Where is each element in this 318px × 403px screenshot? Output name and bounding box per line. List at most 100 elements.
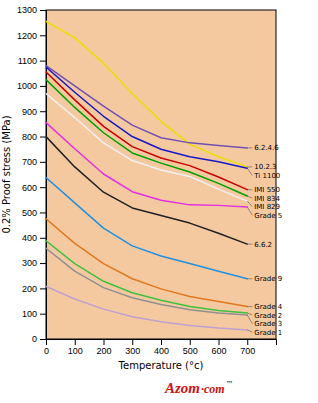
series-line — [46, 178, 247, 279]
series-label: Ti 1100 — [253, 172, 280, 180]
tick-label: 800 — [22, 132, 37, 142]
tick-mark — [40, 288, 46, 289]
tick: 400 — [22, 233, 46, 243]
label-leader — [247, 313, 252, 315]
series-labels: 6.2.4.610.2.3Ti 1100IMI 550IMI 834IMI 82… — [247, 144, 283, 336]
series-label: Grade 4 — [254, 303, 283, 311]
x-axis: 0 100 200 300 400 500 600 700 — [44, 339, 277, 356]
tick-label: 600 — [22, 183, 37, 193]
tick-label: 300 — [22, 258, 37, 268]
label-leader — [247, 306, 252, 307]
lines — [46, 21, 247, 330]
plot: 0 100 200 300 400 500 600 700 0 100 200 300 400 500 60… — [1, 5, 283, 371]
tick: 200 — [96, 339, 111, 356]
tick-label: 0 — [32, 334, 37, 344]
tick: 600 — [211, 339, 226, 356]
label-leader — [247, 315, 252, 324]
tick: 1300 — [17, 5, 46, 15]
tick: 300 — [22, 258, 46, 268]
series-label: 10.2.3 — [254, 163, 276, 171]
y-axis: 0 100 200 300 400 500 600 700 800 900 1000 1100 1200… — [17, 5, 47, 344]
tick-label: 100 — [22, 309, 37, 319]
series-line — [46, 80, 247, 196]
plot-frame — [46, 10, 276, 339]
tick-mark — [75, 339, 76, 345]
series-label: IMI 829 — [254, 203, 280, 211]
tick-mark — [132, 339, 133, 345]
tick-label: 1200 — [17, 31, 37, 41]
label-leader — [247, 201, 252, 207]
tick: 800 — [22, 132, 46, 142]
tick-mark — [40, 10, 46, 11]
plot-background — [46, 10, 276, 339]
tick-mark — [40, 111, 46, 112]
tick: 600 — [22, 183, 46, 193]
series-label: Grade 5 — [254, 212, 282, 220]
tick-mark — [40, 35, 46, 36]
tick-label: 700 — [22, 157, 37, 167]
tick-mark — [104, 339, 105, 345]
tick: 0 — [32, 334, 46, 344]
tick-mark — [40, 137, 46, 138]
tick: 900 — [22, 107, 46, 117]
series-line — [46, 219, 247, 307]
tick-label: 1100 — [18, 56, 37, 66]
tick: 1100 — [18, 56, 46, 66]
chart: 0 100 200 300 400 500 600 700 0 100 200 300 400 500 60… — [0, 0, 318, 403]
tick: 200 — [22, 284, 46, 294]
tick: 700 — [240, 339, 255, 356]
label-leader — [247, 166, 252, 167]
tick-label: 900 — [22, 107, 37, 117]
tick-label: 300 — [125, 346, 140, 356]
tick-label: 500 — [22, 208, 37, 218]
series-line — [46, 286, 247, 330]
tick-mark — [219, 339, 220, 345]
series-line — [46, 241, 247, 313]
series-label: IMI 834 — [254, 195, 280, 203]
tick-mark — [40, 86, 46, 87]
label-leader — [247, 168, 252, 175]
tick-label: 0 — [44, 346, 49, 356]
tick: 400 — [154, 339, 169, 356]
tick: 500 — [22, 208, 46, 218]
label-leader — [247, 147, 252, 148]
tick-label: 700 — [240, 346, 255, 356]
logo-text: ·com — [201, 382, 225, 396]
axis-line — [47, 340, 277, 346]
tick: 0 — [44, 339, 49, 356]
tick-mark — [40, 238, 46, 239]
tick: 500 — [183, 339, 198, 356]
series-label: IMI 550 — [254, 186, 280, 194]
series-label: Grade 9 — [254, 275, 282, 283]
tick: 100 — [22, 309, 46, 319]
series-label: Grade 1 — [254, 329, 282, 337]
logo: Azom·com™ — [164, 380, 234, 396]
label-leader — [247, 207, 252, 215]
tick: 1200 — [17, 31, 46, 41]
tick-mark — [40, 162, 46, 163]
tick: 100 — [68, 339, 83, 356]
tick-mark — [190, 339, 191, 345]
tick-mark — [40, 339, 46, 340]
label-leader — [247, 278, 252, 279]
label-leader — [247, 196, 252, 198]
series-label: Grade 2 — [254, 312, 282, 320]
label-leader — [247, 244, 252, 245]
tick: 300 — [125, 339, 140, 356]
series-label: 6.6.2 — [254, 241, 272, 249]
logo-text: ™ — [226, 380, 234, 389]
tick-label: 400 — [22, 233, 37, 243]
tick-mark — [40, 314, 46, 315]
tick-label: 500 — [183, 346, 198, 356]
tick-label: 1000 — [17, 81, 37, 91]
label-leader — [247, 189, 252, 190]
tick-mark — [40, 263, 46, 264]
tick-mark — [40, 61, 46, 62]
label-leader — [247, 330, 252, 332]
x-axis-title: Temperature (°c) — [118, 360, 204, 371]
tick-mark — [40, 187, 46, 188]
tick-label: 100 — [68, 346, 83, 356]
tick-label: 1300 — [17, 5, 37, 15]
tick-mark — [247, 339, 248, 345]
tick-mark — [40, 212, 46, 213]
